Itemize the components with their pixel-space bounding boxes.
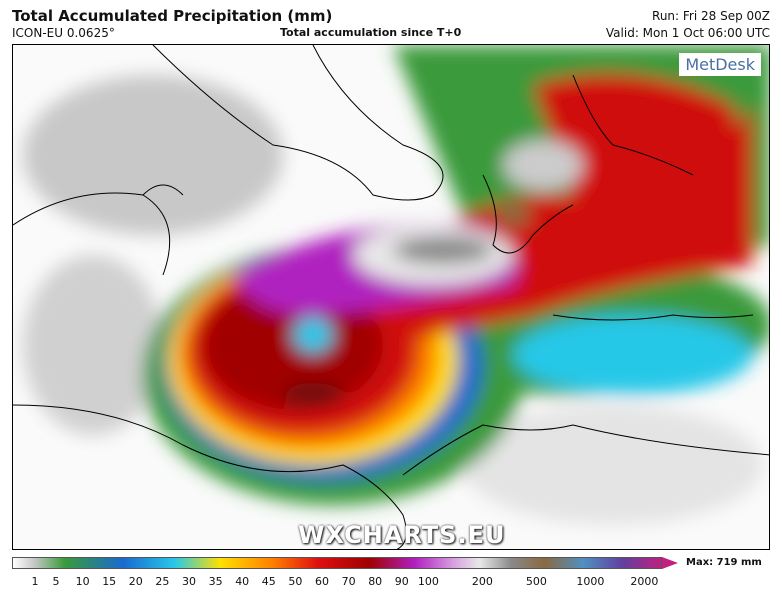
colorbar-arrow xyxy=(662,557,678,569)
map-canvas xyxy=(13,45,769,549)
colorbar-tick-label: 25 xyxy=(155,575,170,588)
colorbar-tick-label: 80 xyxy=(368,575,383,588)
colorbar-tick-label: 10 xyxy=(75,575,90,588)
valid-time: Valid: Mon 1 Oct 06:00 UTC xyxy=(605,26,770,40)
colorbar-tick-label: 20 xyxy=(128,575,143,588)
colorbar-tick-label: 100 xyxy=(417,575,439,588)
colorbar-tick-label: 5 xyxy=(52,575,60,588)
max-label: Max: 719 mm xyxy=(686,557,762,568)
colorbar-tick-label: 90 xyxy=(394,575,409,588)
precip xyxy=(23,45,769,525)
logo: MetDesk xyxy=(679,53,761,76)
colorbar-tick-label: 200 xyxy=(471,575,493,588)
title: Total Accumulated Precipitation (mm) xyxy=(12,7,333,25)
colorbar-tick-label: 35 xyxy=(208,575,223,588)
colorbar xyxy=(12,557,662,569)
colorbar-tick-label: 30 xyxy=(182,575,196,588)
subtitle: Total accumulation since T+0 xyxy=(280,26,462,39)
run-time: Run: Fri 28 Sep 00Z xyxy=(652,9,770,23)
colorbar-tick-label: 40 xyxy=(235,575,250,588)
colorbar-tick-label: 50 xyxy=(288,575,303,588)
colorbar-tick-label: 70 xyxy=(341,575,356,588)
colorbar-tick-label: 500 xyxy=(525,575,547,588)
colorbar-tick-label: 2000 xyxy=(630,575,659,588)
colorbar-tick-label: 15 xyxy=(102,575,117,588)
colorbar-tick-label: 1 xyxy=(31,575,39,588)
colorbar-tick-label: 60 xyxy=(315,575,329,588)
model: ICON-EU 0.0625° xyxy=(12,26,115,40)
map: MetDesk WXCHARTS.EU xyxy=(12,44,770,550)
coastlines xyxy=(13,45,769,549)
watermark: WXCHARTS.EU xyxy=(298,521,506,549)
colorbar-tick-label: 1000 xyxy=(576,575,605,588)
colorbar-tick-label: 45 xyxy=(261,575,276,588)
